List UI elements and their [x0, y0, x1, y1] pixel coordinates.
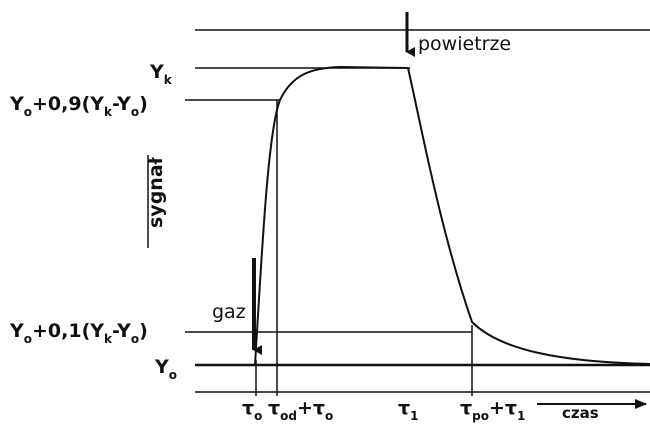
subscript: k [164, 73, 173, 87]
label-t1: τ1 [398, 397, 419, 423]
text-part: +0,9(Y [32, 93, 104, 115]
subscript: o [131, 332, 139, 346]
text-part: -Y [112, 320, 131, 342]
text-part: +τ [489, 397, 517, 419]
label-y09: Yo+0,9(Yk-Yo) [9, 93, 148, 119]
subscript: 1 [410, 409, 418, 423]
label-yo: Yo [154, 356, 177, 382]
text-part: τ [242, 397, 254, 419]
subscript: k [104, 105, 113, 119]
text-part: powietrze [418, 33, 511, 55]
label-tpo: τpo+τ1 [460, 397, 525, 423]
subscript: o [169, 368, 177, 382]
text-part: +τ [297, 397, 325, 419]
text-part: τ [398, 397, 410, 419]
label-yk: Yk [149, 61, 173, 87]
subscript: o [24, 105, 32, 119]
label-t0: τo [242, 397, 262, 423]
label-tod: τod+τo [268, 397, 333, 423]
label-gas: gaz [212, 301, 246, 323]
label-y01: Yo+0,1(Yk-Yo) [9, 320, 148, 346]
text-part: sygnał [145, 156, 167, 228]
text-part: Y [154, 356, 169, 378]
text-part: Y [9, 320, 24, 342]
text-part: Y [9, 93, 24, 115]
subscript: o [131, 105, 139, 119]
subscript: po [472, 409, 489, 423]
text-part: gaz [212, 301, 246, 323]
response-curve [254, 65, 650, 366]
subscript: o [24, 332, 32, 346]
text-part: Y [149, 61, 164, 83]
subscript: k [104, 332, 113, 346]
text-part: czas [562, 404, 599, 422]
label-air: powietrze [418, 33, 511, 55]
label-signal: sygnał [145, 156, 167, 228]
text-part: ) [139, 320, 148, 342]
text-part: τ [460, 397, 472, 419]
label-time: czas [562, 404, 599, 422]
subscript: 1 [517, 409, 525, 423]
subscript: o [254, 409, 262, 423]
text-part: τ [268, 397, 280, 419]
subscript: o [325, 409, 333, 423]
text-part: -Y [112, 93, 131, 115]
text-part: +0,1(Y [32, 320, 104, 342]
text-part: ) [139, 93, 148, 115]
subscript: od [280, 409, 297, 423]
